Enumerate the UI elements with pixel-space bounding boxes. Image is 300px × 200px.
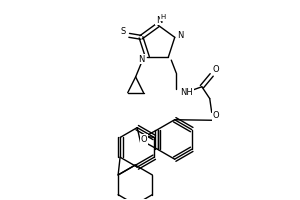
Text: N: N [156,16,162,25]
Text: N: N [138,55,145,64]
Text: O: O [140,135,147,144]
Text: O: O [212,65,219,74]
Text: NH: NH [180,88,193,97]
Text: H: H [160,14,165,20]
Text: N: N [178,31,184,40]
Text: O: O [212,111,219,120]
Text: S: S [121,27,126,36]
